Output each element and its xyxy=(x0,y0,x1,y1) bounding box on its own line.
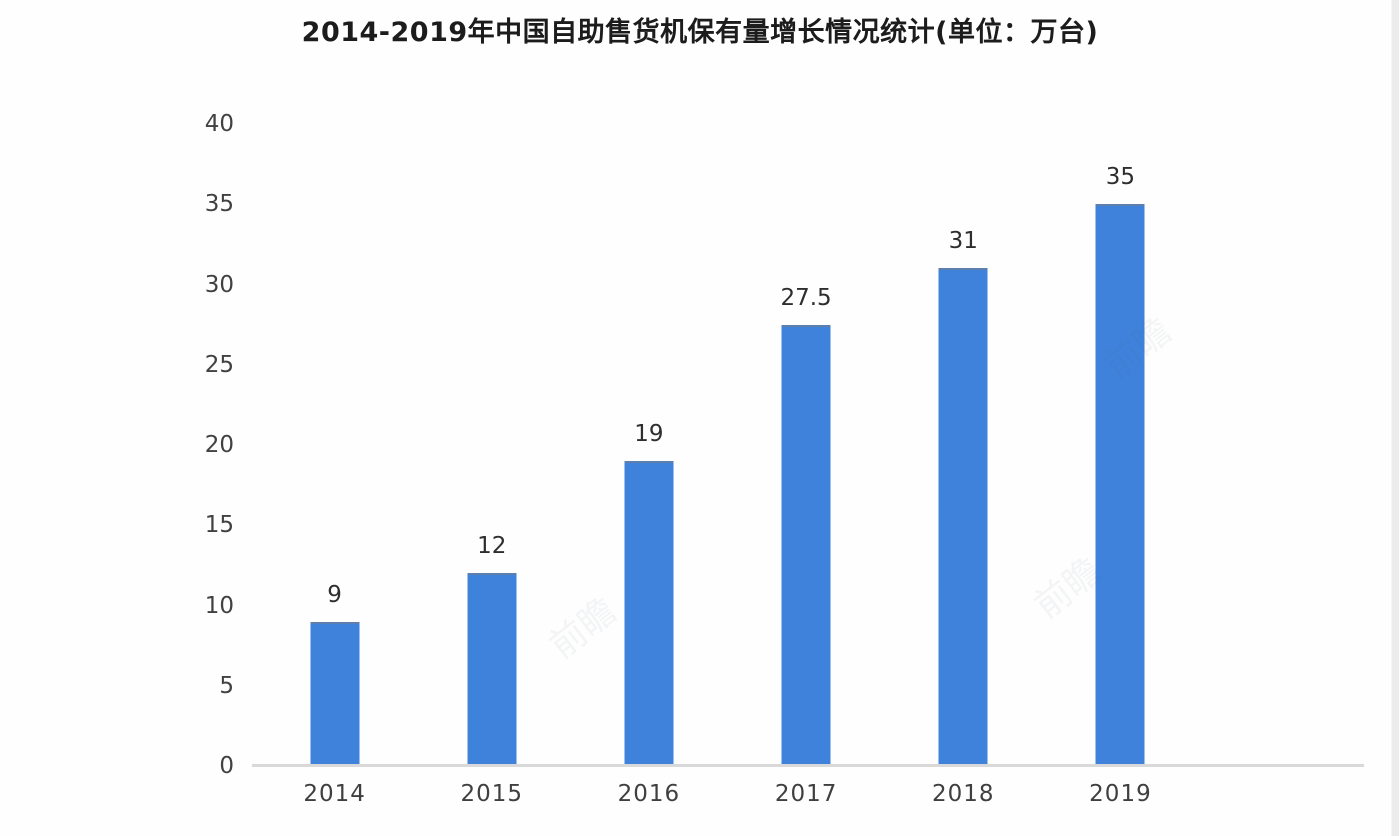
page-edge-strip xyxy=(1391,0,1399,836)
bar-group-2019: 35 xyxy=(1042,124,1199,766)
bar-value-label: 12 xyxy=(477,533,507,560)
bar-value-label: 19 xyxy=(634,421,664,448)
bar-group-2015: 12 xyxy=(413,124,570,766)
x-tick-label-2014: 2014 xyxy=(303,781,366,807)
bar-value-label: 31 xyxy=(948,228,978,255)
bar-value-label: 35 xyxy=(1105,164,1136,191)
y-tick-label: 30 xyxy=(204,271,234,298)
bar-group-2018: 31 xyxy=(885,124,1042,766)
bar-2014[interactable] xyxy=(310,621,360,766)
y-tick-label: 25 xyxy=(204,351,234,378)
y-tick-label: 35 xyxy=(204,191,234,218)
x-tick-label-2018: 2018 xyxy=(932,781,995,807)
y-tick-label: 20 xyxy=(204,432,234,458)
bar-group-2014: 9 xyxy=(256,124,413,766)
x-axis: 2014 2015 2016 2017 2018 2019 xyxy=(256,781,1199,807)
bar-2018[interactable] xyxy=(938,268,988,766)
bar-series: 9 12 19 27.5 31 35 xyxy=(256,124,1199,766)
y-tick-label: 0 xyxy=(219,753,234,779)
bar-group-2016: 19 xyxy=(570,124,727,766)
plot-area: 9 12 19 27.5 31 35 xyxy=(256,124,1199,766)
bar-value-label: 9 xyxy=(327,581,342,608)
y-tick-label: 15 xyxy=(204,512,234,539)
x-tick-label-2015: 2015 xyxy=(460,781,524,807)
bar-group-2017: 27.5 xyxy=(728,124,885,766)
bar-2017[interactable] xyxy=(781,324,831,766)
y-tick-label: 40 xyxy=(204,111,234,137)
bar-value-label: 27.5 xyxy=(780,284,832,311)
x-tick-label-2019: 2019 xyxy=(1089,781,1152,807)
x-tick-label-2016: 2016 xyxy=(617,781,681,807)
y-tick-label: 10 xyxy=(204,592,234,619)
bar-2016[interactable] xyxy=(624,461,674,766)
bar-2015[interactable] xyxy=(467,573,517,766)
x-tick-label-2017: 2017 xyxy=(774,781,838,807)
y-axis: 0 5 10 15 20 25 30 35 40 xyxy=(146,0,234,836)
x-axis-line xyxy=(252,764,1364,767)
y-tick-label: 5 xyxy=(219,672,234,699)
bar-2019[interactable] xyxy=(1095,204,1145,766)
chart-title: 2014-2019年中国自助售货机保有量增长情况统计(单位：万台) xyxy=(301,17,1099,48)
